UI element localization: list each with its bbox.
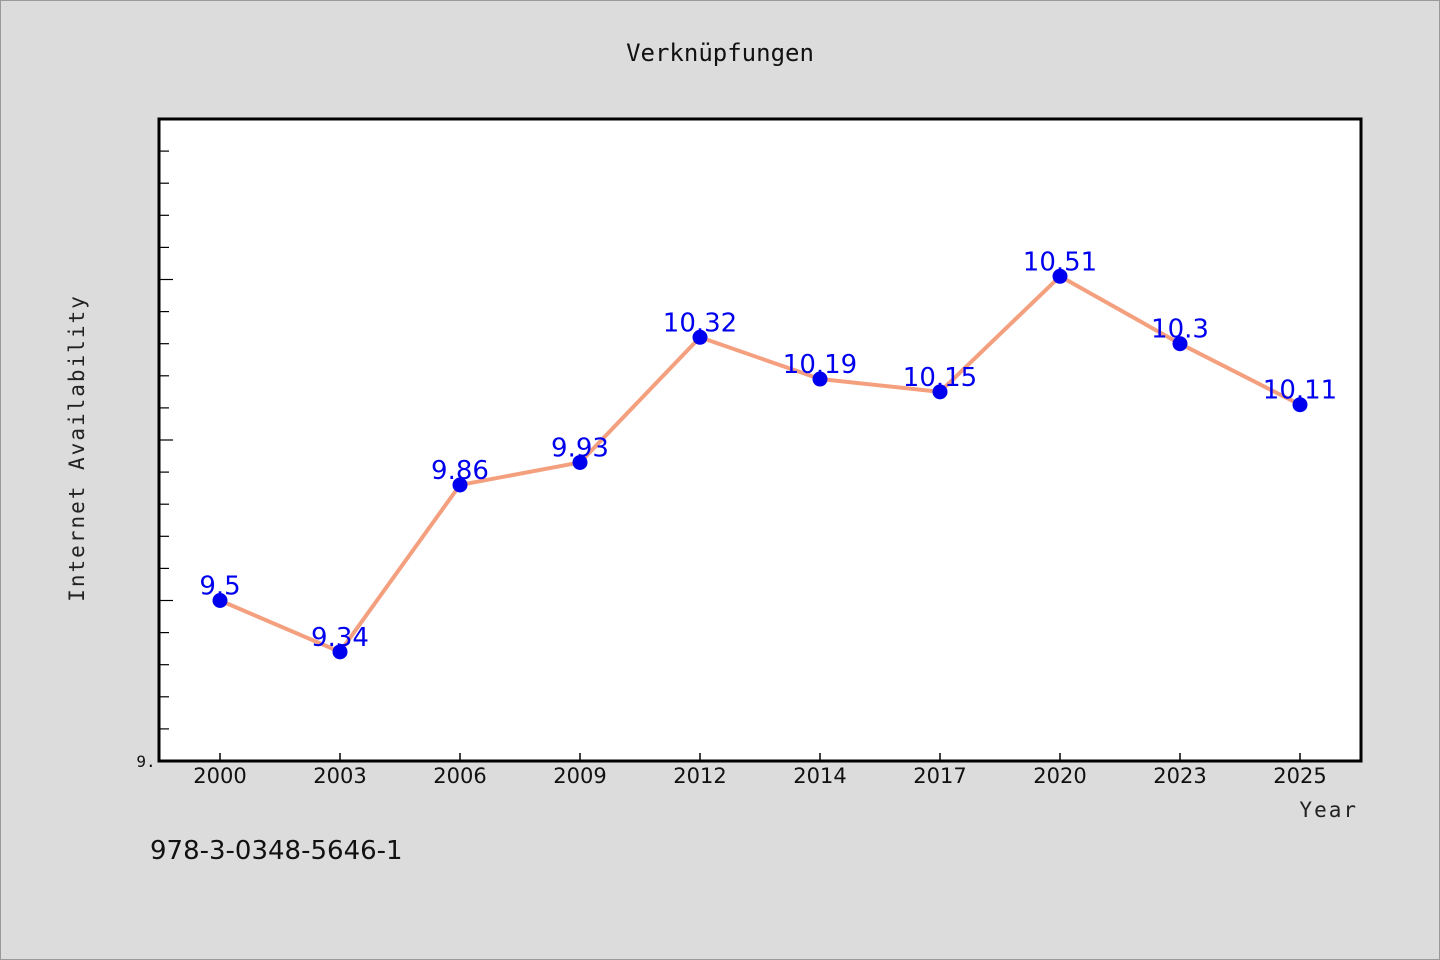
x-tick-label: 2020 [1033, 764, 1086, 788]
x-tick-label: 2012 [673, 764, 726, 788]
x-axis-label: Year [1299, 798, 1358, 822]
data-point [1172, 336, 1188, 352]
x-tick-label: 2006 [433, 764, 486, 788]
y-axis-ticks: 9. [136, 150, 173, 771]
isbn-text: 978-3-0348-5646-1 [150, 836, 403, 866]
plot-area [157, 117, 1363, 763]
x-tick-label: 2009 [553, 764, 606, 788]
data-label: 10.11 [1263, 376, 1337, 406]
x-tick-label: 2014 [793, 764, 846, 788]
y-axis-label: Internet Availability [65, 294, 89, 602]
data-point [212, 593, 228, 608]
data-label: 10.19 [783, 350, 857, 380]
data-label: 9.93 [551, 433, 609, 463]
x-tick-label: 2000 [193, 764, 246, 788]
x-tick-label: 2025 [1273, 764, 1326, 788]
data-point [1052, 268, 1068, 284]
data-label: 10.15 [903, 363, 977, 393]
x-axis-ticks: 2000 2003 2006 2009 2012 2014 2017 2020 2023 2025 [193, 753, 1327, 788]
data-point [332, 644, 348, 660]
data-label: 9.86 [431, 456, 489, 486]
data-label: 10.32 [663, 308, 737, 338]
data-label: 10.51 [1023, 247, 1097, 277]
data-point [452, 477, 468, 493]
x-tick-label: 2003 [313, 764, 366, 788]
data-point [1292, 397, 1308, 413]
data-label: 10.3 [1151, 315, 1209, 345]
x-tick-label: 2023 [1153, 764, 1206, 788]
series-layer: 9.5 9.34 9.86 9.93 10.32 10.19 10.15 10.51 10.3 1… [199, 247, 1337, 660]
data-point [812, 371, 828, 387]
data-point [932, 384, 948, 400]
series-line [219, 274, 1301, 654]
data-label: 9.34 [311, 623, 369, 653]
y-tick-label: 9. [136, 752, 155, 771]
chart-title: Verknüpfungen [626, 39, 814, 67]
data-label: 9.5 [199, 572, 240, 602]
data-point [692, 329, 708, 345]
data-point [572, 454, 588, 470]
x-tick-label: 2017 [913, 764, 966, 788]
